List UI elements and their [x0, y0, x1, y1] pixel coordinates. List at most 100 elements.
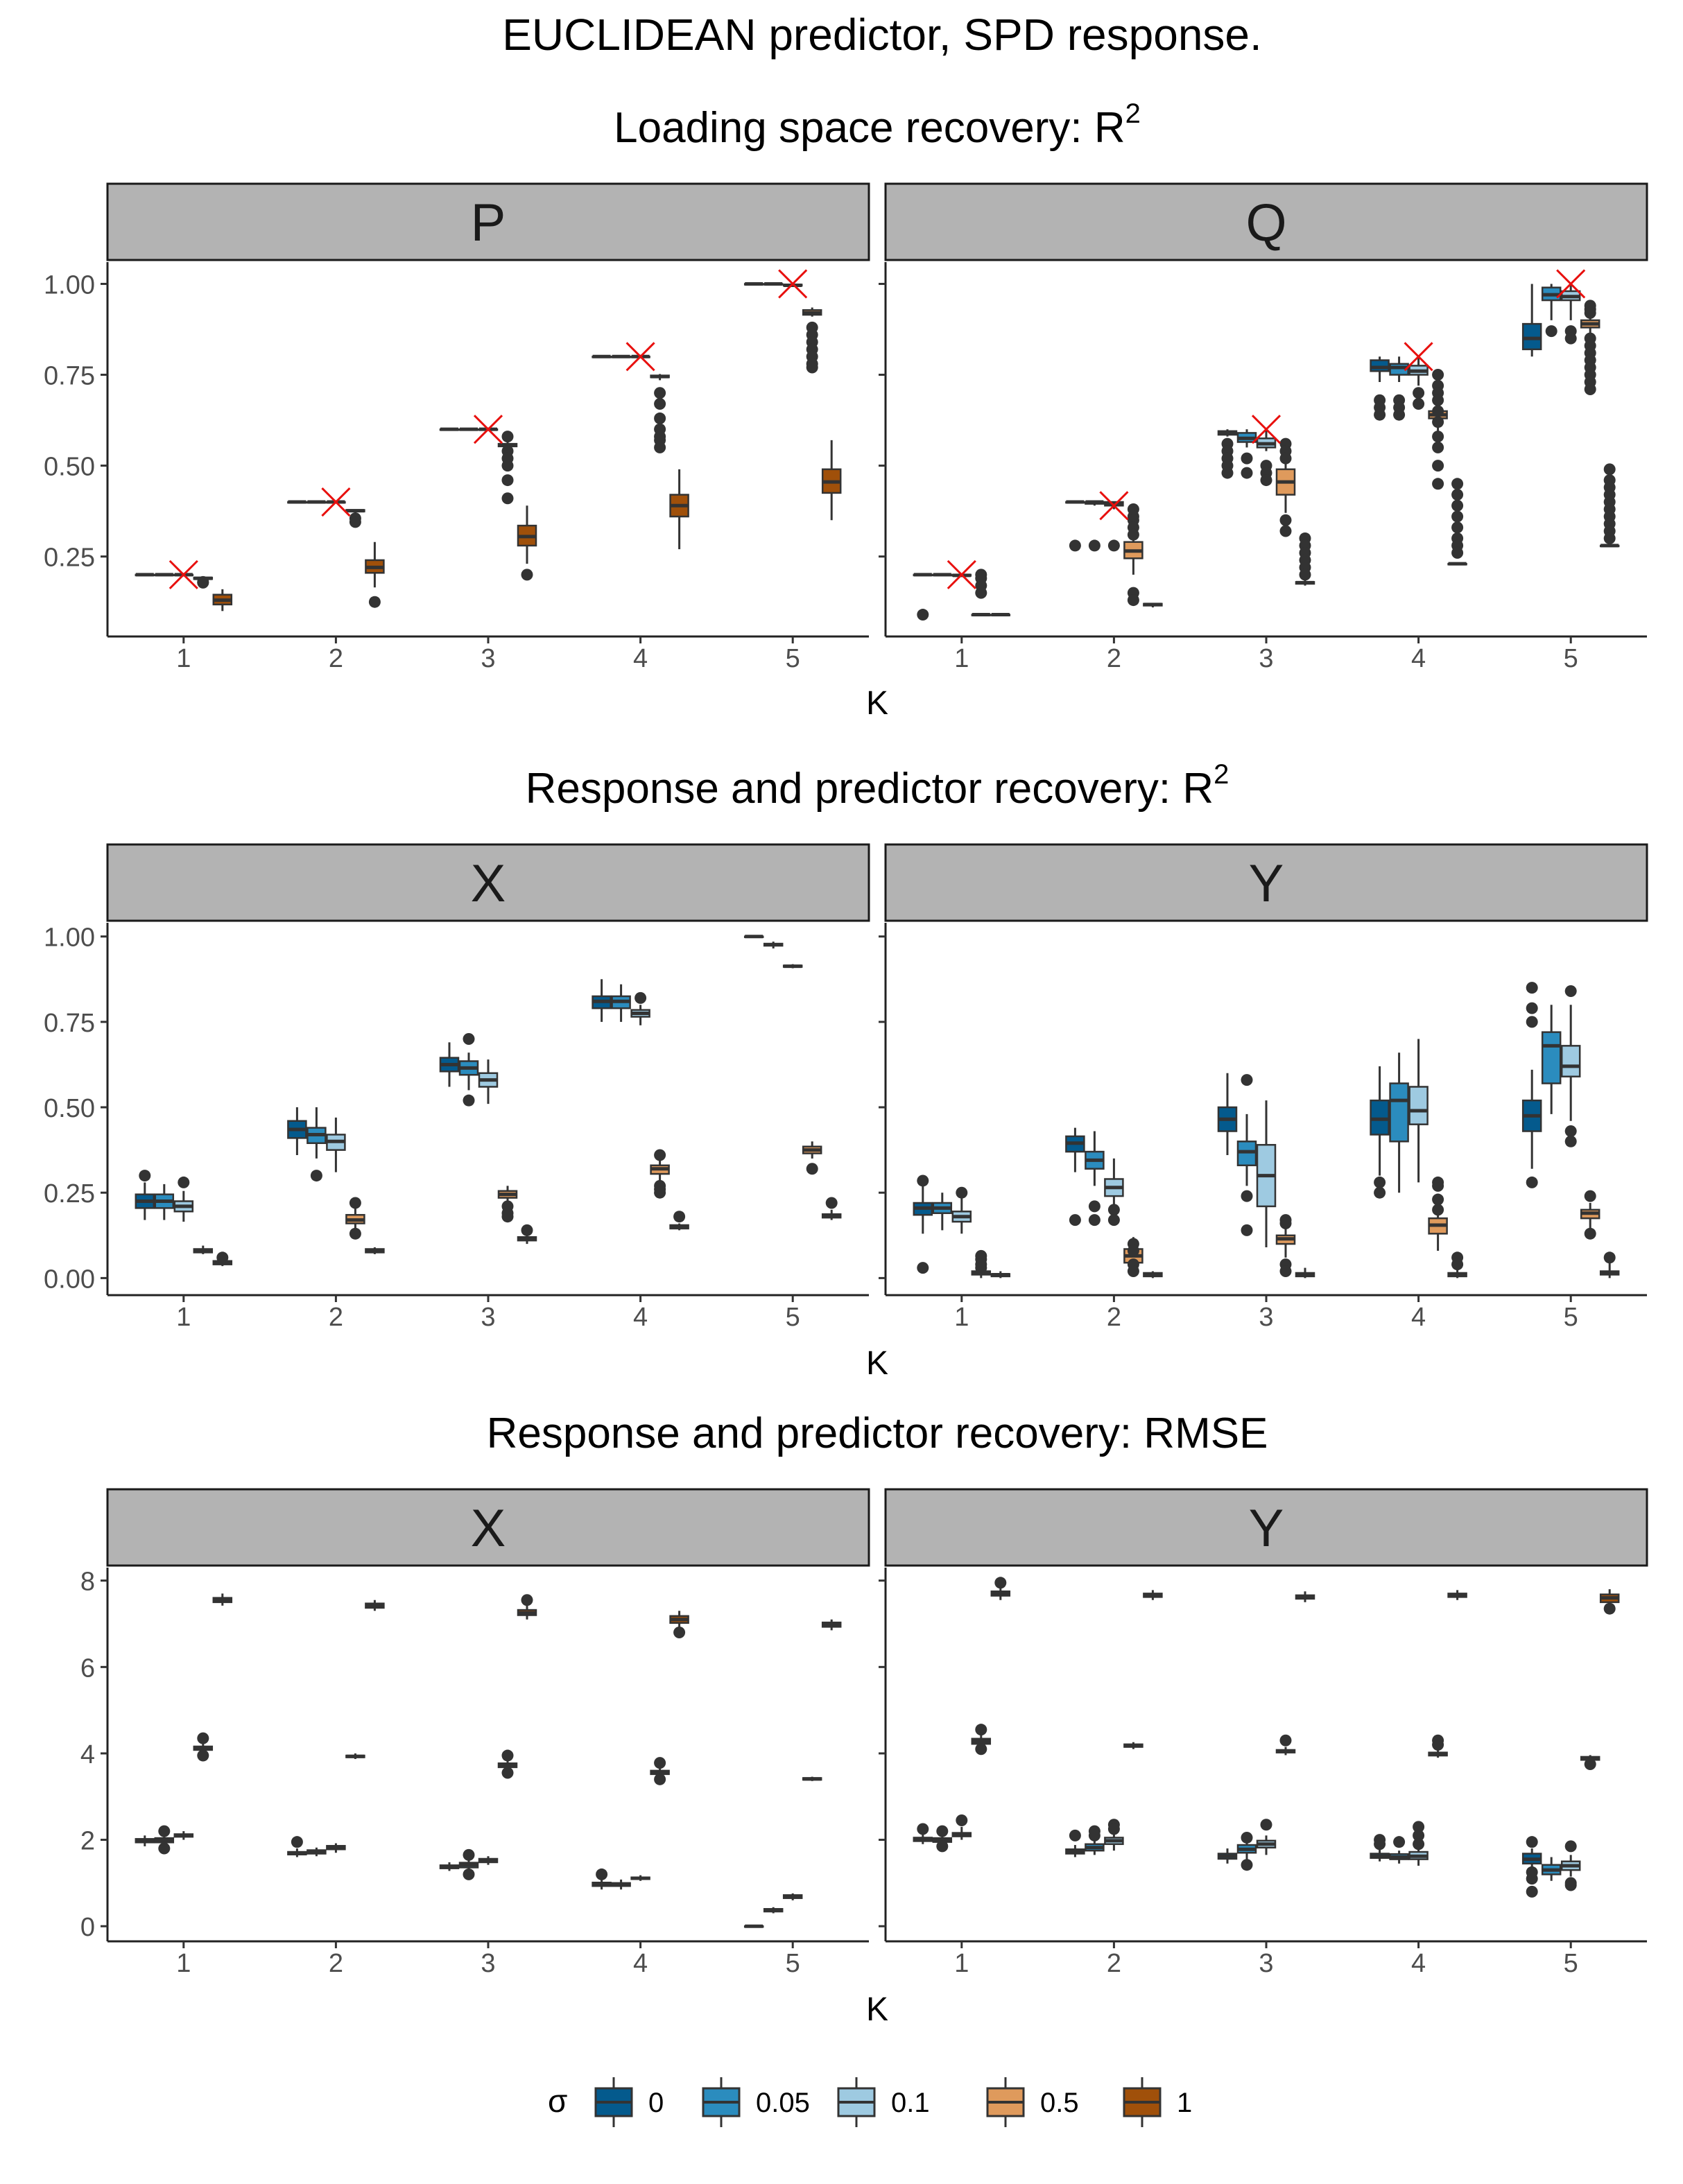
- box-K2-sigma-1: [1143, 1271, 1163, 1279]
- panel-Y: Y 1 2 3 4 5: [879, 1488, 1648, 1978]
- x-tick-label: 4: [633, 1303, 648, 1332]
- box-K2-sigma-0.05: [307, 1107, 327, 1182]
- box-outlier: [1584, 383, 1596, 395]
- box-outlier: [1241, 1831, 1253, 1844]
- x-tick-label: 1: [176, 1949, 191, 1978]
- box-outlier: [1526, 1836, 1538, 1848]
- box-outlier: [1088, 1214, 1101, 1227]
- legend-item-0: 0: [594, 2077, 664, 2127]
- box-K3-sigma-0.5: [1275, 437, 1296, 537]
- facet-strip: [106, 182, 870, 261]
- box-outlier: [1221, 467, 1234, 479]
- box-outlier: [1432, 394, 1444, 406]
- panel-Y: Y 1 2 3 4 5: [879, 843, 1648, 1332]
- box-outlier: [1127, 1245, 1139, 1257]
- box-K2-sigma-1: [1143, 1590, 1163, 1600]
- legend-item-1: 1: [1123, 2077, 1192, 2127]
- box-outlier: [1432, 431, 1444, 443]
- box-outlier: [1451, 478, 1464, 490]
- box-K5-sigma-1: [1599, 1589, 1620, 1615]
- box-outlier: [158, 1842, 171, 1855]
- reference-marker-stroke: [947, 560, 976, 589]
- box-outlier: [635, 991, 647, 1004]
- y-tick-label: 2: [80, 1827, 95, 1856]
- box-outlier: [975, 1262, 987, 1274]
- box-outlier: [1374, 1186, 1386, 1199]
- box-K4-sigma-0: [1370, 1834, 1390, 1862]
- facet-strip: [106, 1488, 870, 1567]
- reference-marker-stroke: [625, 342, 655, 372]
- chart-3: Response and predictor recovery: RMSE X 0 2…: [80, 1410, 1648, 2028]
- box-K2-sigma-0: [287, 1836, 307, 1857]
- reference-marker: [1556, 269, 1586, 299]
- x-tick-label: 5: [786, 1949, 800, 1978]
- box-outlier: [1299, 569, 1311, 581]
- y-tick-label: 0.50: [44, 453, 95, 482]
- box-K3-sigma-0.1: [1256, 429, 1277, 487]
- box-outlier: [1564, 1125, 1577, 1138]
- box-outlier: [197, 1732, 209, 1744]
- box-outlier: [501, 431, 514, 443]
- box-K3-sigma-0.5: [1275, 1214, 1296, 1278]
- box-outlier: [1526, 1016, 1538, 1028]
- box-K3-sigma-0: [439, 1862, 460, 1871]
- box-K5-sigma-0.05: [1541, 284, 1562, 338]
- reference-marker-stroke: [1099, 491, 1129, 521]
- box-K2-sigma-0.1: [1104, 501, 1124, 552]
- reference-marker: [169, 560, 198, 589]
- box-outlier: [956, 1814, 968, 1827]
- figure-title: EUCLIDEAN predictor, SPD response.: [502, 10, 1262, 60]
- box-outlier: [1107, 1204, 1120, 1216]
- box-K2-sigma-1: [365, 541, 385, 608]
- x-tick-label: 4: [633, 1949, 648, 1978]
- box-K5-sigma-0.5: [802, 307, 822, 374]
- box-K5-sigma-1: [821, 440, 842, 521]
- box-K5-sigma-0.05: [763, 942, 784, 948]
- legend: σ 0 0.05 0.1 0.5 1: [548, 2077, 1192, 2127]
- box-outlier: [596, 1868, 608, 1880]
- box-outlier: [521, 1224, 533, 1236]
- box-K3-sigma-1: [517, 1224, 537, 1245]
- box-K4-sigma-0.05: [1389, 1836, 1409, 1864]
- box-outlier: [178, 1176, 190, 1188]
- box-outlier: [1564, 1135, 1577, 1147]
- x-tick-label: 1: [954, 1303, 969, 1332]
- box-K1-sigma-1: [990, 1577, 1011, 1600]
- box-K3-sigma-0: [1217, 1848, 1238, 1864]
- box-outlier: [825, 1197, 838, 1209]
- box-K5-sigma-0: [743, 1924, 764, 1928]
- box-K4-sigma-0.5: [1428, 369, 1448, 490]
- box-K5-sigma-0.5: [1580, 1755, 1600, 1771]
- box-K5-sigma-0.1: [782, 964, 803, 969]
- reference-marker-stroke: [1251, 415, 1281, 444]
- box-outlier: [1432, 416, 1444, 428]
- x-tick-label: 1: [954, 1949, 969, 1978]
- box-K3-sigma-0: [439, 427, 460, 431]
- box-K3-sigma-1: [517, 505, 537, 581]
- box-outlier: [216, 1251, 229, 1264]
- box-K2-sigma-0.5: [1123, 503, 1143, 607]
- facet-strip: [884, 1488, 1648, 1567]
- x-tick-label: 2: [329, 1949, 343, 1978]
- box-K1-sigma-1: [990, 613, 1011, 617]
- box-outlier: [1279, 514, 1292, 526]
- box-K1-sigma-0.1: [173, 1176, 194, 1222]
- box-K3-sigma-0.1: [1256, 1819, 1277, 1855]
- box-outlier: [1526, 1002, 1538, 1014]
- box-K3-sigma-0.5: [497, 1749, 518, 1779]
- box-K3-sigma-0.05: [458, 1848, 479, 1880]
- reference-marker: [321, 487, 351, 517]
- y-tick-label: 8: [80, 1568, 95, 1597]
- box-outlier: [1393, 1836, 1406, 1848]
- box-K2-sigma-0.1: [326, 1843, 346, 1853]
- box-outlier: [1069, 1829, 1081, 1841]
- x-tick-label: 2: [329, 644, 343, 673]
- box-K3-sigma-0: [1217, 1073, 1238, 1156]
- facet-strip-label: X: [471, 1499, 506, 1558]
- chart-title: Response and predictor recovery: R2: [526, 759, 1229, 813]
- box-K4-sigma-0.05: [1389, 356, 1409, 421]
- x-tick-label: 2: [1107, 1303, 1121, 1332]
- x-axis-label: K: [866, 1345, 888, 1382]
- facet-strip-label: P: [471, 193, 506, 252]
- box-K2-sigma-0.05: [1085, 500, 1105, 552]
